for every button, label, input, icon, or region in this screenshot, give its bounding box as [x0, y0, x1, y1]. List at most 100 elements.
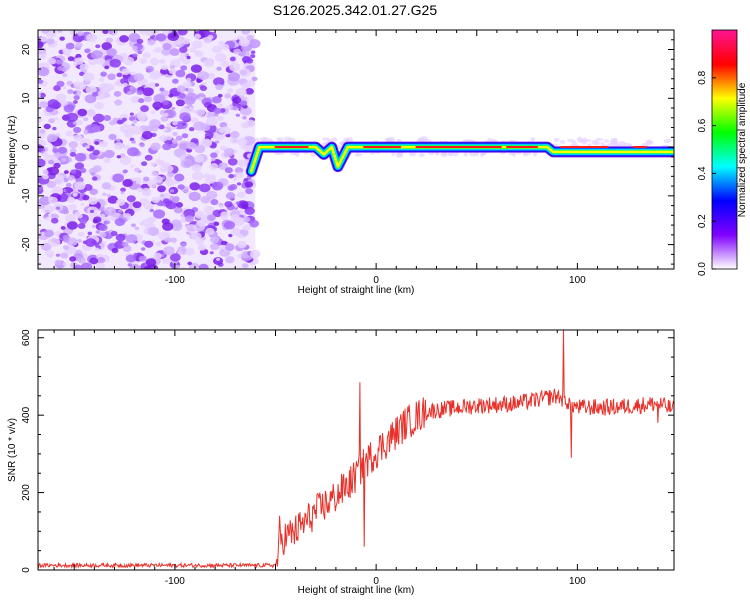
noise-speck: [38, 117, 43, 123]
y-tick-label: -20: [21, 237, 32, 252]
noise-speck: [73, 100, 78, 104]
noise-speck: [104, 149, 115, 159]
noise-speck: [106, 48, 118, 57]
noise-speck: [104, 65, 110, 70]
snr-line: [38, 330, 674, 570]
noise-speck: [163, 198, 170, 204]
noise-speck: [48, 118, 55, 124]
noise-speck: [119, 153, 126, 158]
noise-speck: [116, 72, 123, 78]
noise-speck: [121, 68, 130, 76]
noise-speck: [155, 33, 167, 42]
chart-title: S126.2025.342.01.27.G25: [273, 2, 437, 18]
y-tick-label: 600: [21, 329, 32, 346]
noise-speck: [244, 206, 255, 215]
noise-speck: [159, 166, 169, 173]
ridge-halo-speck: [571, 140, 577, 146]
noise-speck: [74, 152, 87, 162]
noise-speck: [133, 73, 145, 82]
noise-speck: [38, 93, 41, 98]
noise-speck: [180, 65, 188, 71]
noise-speck: [220, 240, 228, 246]
noise-speck: [126, 91, 133, 96]
noise-speck: [57, 66, 64, 71]
noise-speck: [127, 263, 132, 267]
noise-speck: [98, 224, 108, 232]
noise-speck: [129, 87, 138, 94]
noise-speck: [134, 226, 140, 231]
noise-speck: [226, 152, 233, 157]
noise-speck: [87, 231, 93, 236]
noise-speck: [149, 58, 160, 66]
noise-speck: [162, 246, 175, 256]
noise-speck: [65, 112, 79, 123]
noise-speck: [214, 53, 227, 62]
noise-speck: [51, 217, 59, 224]
spectrogram-y-label: Frequency (Hz): [7, 116, 18, 185]
noise-speck: [212, 257, 224, 265]
ridge-halo-speck: [578, 139, 586, 143]
noise-speck: [218, 128, 226, 134]
noise-speck: [245, 87, 254, 95]
noise-speck: [69, 152, 77, 157]
noise-speck: [182, 38, 191, 45]
ridge-halo-speck: [586, 143, 592, 147]
noise-speck: [86, 110, 96, 118]
noise-speck: [242, 216, 251, 223]
noise-speck: [132, 119, 138, 124]
noise-speck: [193, 121, 206, 131]
x-tick-label: 0: [373, 576, 379, 587]
noise-speck: [69, 256, 77, 262]
noise-speck: [190, 232, 202, 241]
noise-speck: [225, 256, 235, 264]
x-tick-label: -100: [165, 275, 185, 286]
noise-speck: [98, 77, 105, 82]
ridge-halo-speck: [591, 139, 599, 145]
noise-speck: [244, 181, 254, 188]
noise-speck: [209, 163, 219, 170]
noise-speck: [38, 158, 46, 168]
noise-speck: [131, 126, 143, 135]
noise-speck: [72, 91, 78, 95]
noise-speck: [39, 129, 46, 134]
noise-speck: [66, 237, 78, 246]
ridge-halo-speck: [603, 139, 610, 143]
noise-speck: [204, 206, 215, 215]
noise-speck: [127, 147, 140, 157]
noise-speck: [130, 95, 141, 104]
noise-speck: [39, 196, 51, 206]
noise-speck: [232, 216, 245, 226]
noise-speck: [161, 48, 171, 56]
noise-speck: [183, 81, 192, 89]
colorbar-gradient: [711, 29, 738, 270]
noise-speck: [237, 233, 244, 239]
noise-speck: [57, 146, 68, 154]
noise-speck: [111, 247, 119, 254]
noise-speck: [53, 176, 65, 185]
noise-speck: [66, 80, 73, 86]
noise-speck: [171, 197, 179, 203]
noise-speck: [218, 204, 224, 209]
noise-speck: [214, 150, 220, 154]
noise-speck: [215, 140, 220, 144]
noise-speck: [185, 224, 198, 234]
noise-speck: [162, 143, 172, 151]
noise-speck: [196, 78, 202, 84]
noise-speck: [225, 192, 236, 200]
x-tick-label: -100: [165, 576, 185, 587]
noise-speck: [133, 252, 138, 256]
noise-speck: [195, 108, 206, 117]
noise-speck: [77, 239, 82, 243]
noise-speck: [244, 119, 256, 128]
noise-speck: [149, 70, 161, 80]
noise-speck: [179, 112, 191, 121]
noise-speck: [151, 170, 159, 177]
noise-speck: [86, 33, 98, 43]
ridge-halo-speck: [645, 140, 654, 145]
noise-speck: [149, 119, 161, 128]
ridge-halo-speck: [354, 153, 363, 157]
ridge-halo-speck: [255, 137, 260, 143]
noise-speck: [91, 91, 99, 97]
noise-speck: [163, 128, 168, 132]
